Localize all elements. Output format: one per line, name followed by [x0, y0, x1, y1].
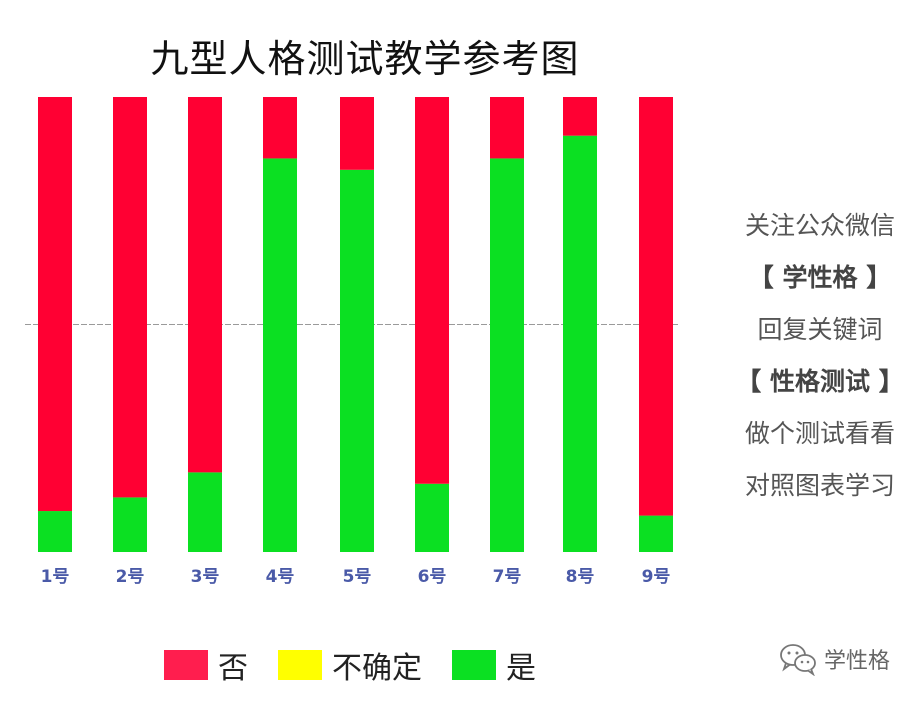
legend-item: 是 — [452, 643, 536, 687]
watermark: 学性格 — [778, 642, 890, 676]
bar-segment-5-yes — [340, 169, 374, 553]
x-tick-label: 2号 — [116, 567, 145, 587]
x-tick-label: 3号 — [191, 567, 220, 587]
bar-segment-5-no — [340, 97, 374, 170]
side-panel-line: 做个测试看看 — [744, 419, 895, 448]
bar-segment-9-yes — [639, 515, 673, 552]
side-panel-line: 对照图表学习 — [744, 471, 895, 500]
x-tick-label: 1号 — [41, 567, 70, 587]
x-tick-label: 7号 — [493, 567, 522, 587]
stacked-bar-chart: 1号 2号 3号 4号 5号 6号 7号 8号 9号 — [25, 97, 678, 587]
side-panel-line: 关注公众微信 — [744, 211, 895, 240]
bar-segment-2-yes — [113, 497, 147, 552]
x-tick-label: 9号 — [642, 567, 671, 587]
x-tick-label: 4号 — [266, 567, 295, 587]
x-tick-label: 6号 — [418, 567, 447, 587]
legend-swatch — [164, 650, 208, 680]
wechat-icon — [780, 644, 816, 676]
legend-label: 不确定 — [332, 651, 422, 686]
bar-segment-1-no — [38, 97, 72, 512]
legend-item: 不确定 — [278, 643, 422, 687]
bar-segment-9-no — [639, 97, 673, 516]
bar-segment-2-no — [113, 97, 147, 498]
side-panel-line: 回复关键词 — [757, 315, 883, 344]
legend-label: 是 — [506, 651, 536, 686]
side-panel-line: 【 性格测试 】 — [736, 367, 904, 396]
bar-segment-7-no — [490, 97, 524, 159]
bar-segment-6-no — [415, 97, 449, 484]
side-panel-line: 【 学性格 】 — [748, 263, 892, 292]
x-tick-label: 5号 — [343, 567, 372, 587]
chart-title: 九型人格测试教学参考图 — [150, 37, 580, 81]
legend-swatch — [452, 650, 496, 680]
chart-legend: 否 不确定 是 — [164, 643, 566, 687]
legend-item: 否 — [164, 643, 248, 687]
x-tick-label: 8号 — [566, 567, 595, 587]
bar-segment-6-yes — [415, 483, 449, 552]
bar-segment-3-no — [188, 97, 222, 473]
watermark-text: 学性格 — [824, 649, 891, 674]
legend-label: 否 — [218, 651, 248, 686]
bar-segment-4-yes — [263, 158, 297, 553]
bar-segment-8-no — [563, 97, 597, 136]
side-panel: 关注公众微信【 学性格 】回复关键词【 性格测试 】做个测试看看 对照图表学习 — [720, 200, 920, 512]
bar-segment-4-no — [263, 97, 297, 159]
bar-segment-8-yes — [563, 135, 597, 553]
bar-segment-7-yes — [490, 158, 524, 553]
bar-segment-3-yes — [188, 472, 222, 552]
bar-segment-1-yes — [38, 511, 72, 552]
legend-swatch — [278, 650, 322, 680]
